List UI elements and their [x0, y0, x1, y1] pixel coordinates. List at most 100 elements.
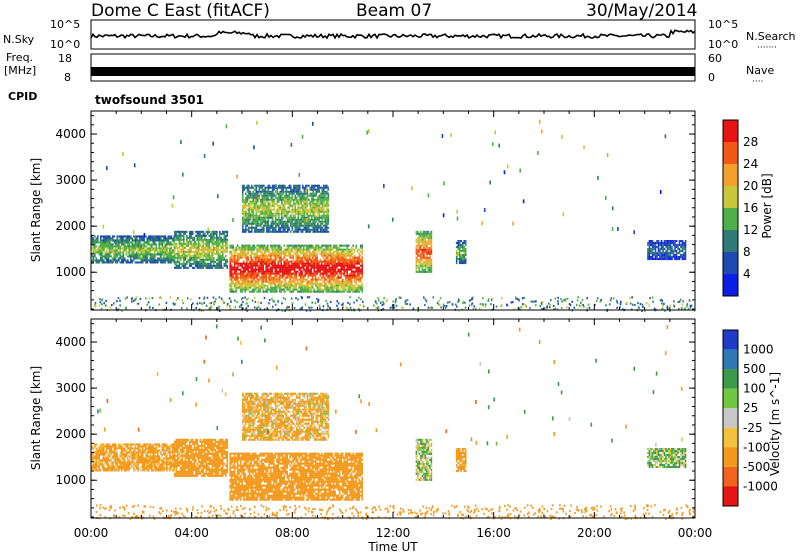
data-cell — [352, 258, 354, 261]
data-cell — [186, 250, 188, 253]
noise-cell — [160, 297, 162, 300]
data-cell — [92, 245, 95, 248]
data-cell — [259, 260, 261, 263]
data-cell — [216, 264, 218, 267]
data-cell — [455, 256, 458, 259]
data-cell — [305, 250, 308, 253]
noise-cell — [619, 303, 622, 306]
data-cell — [217, 240, 220, 243]
data-cell — [353, 266, 356, 269]
data-cell — [296, 218, 298, 221]
data-cell — [296, 264, 299, 267]
data-cell — [323, 278, 326, 281]
data-cell — [207, 242, 209, 245]
data-cell — [463, 250, 465, 253]
data-cell — [290, 266, 293, 269]
data-cell — [298, 250, 300, 253]
data-cell — [323, 266, 326, 269]
data-cell — [272, 246, 275, 249]
data-cell — [423, 268, 425, 271]
data-cell — [213, 258, 215, 261]
data-cell — [654, 254, 657, 257]
data-cell — [254, 214, 256, 217]
data-cell — [338, 262, 341, 265]
data-cell — [267, 202, 270, 205]
data-cell — [326, 184, 328, 187]
data-cell — [311, 276, 314, 279]
data-cell — [322, 284, 324, 287]
data-cell — [311, 204, 313, 207]
data-cell — [161, 261, 164, 264]
noise-cell — [291, 302, 294, 305]
data-cell — [255, 184, 258, 187]
data-cell — [312, 226, 315, 229]
data-cell — [315, 204, 318, 207]
data-cell — [246, 212, 249, 215]
data-cell — [314, 216, 316, 219]
data-cell — [312, 214, 315, 217]
data-cell — [418, 238, 421, 241]
data-cell — [241, 266, 243, 269]
noise-cell — [308, 296, 311, 299]
data-cell — [275, 280, 278, 283]
data-cell — [216, 232, 218, 235]
data-cell — [683, 242, 685, 245]
data-cell — [262, 274, 264, 277]
data-cell — [246, 184, 249, 187]
data-cell — [257, 248, 260, 251]
data-cell — [338, 272, 341, 275]
data-cell — [657, 246, 660, 249]
data-cell — [426, 256, 428, 259]
data-cell — [272, 280, 275, 283]
data-cell — [276, 200, 279, 203]
data-cell — [297, 202, 300, 205]
data-cell — [163, 245, 165, 248]
data-cell — [660, 244, 663, 247]
data-cell — [242, 200, 244, 203]
data-cell — [290, 264, 293, 267]
data-cell — [293, 286, 296, 289]
data-cell — [321, 222, 324, 225]
data-cell — [205, 248, 208, 251]
data-cell — [269, 268, 272, 271]
data-cell — [189, 254, 191, 257]
noise-cell — [245, 308, 247, 311]
data-cell — [272, 194, 274, 197]
data-cell — [305, 290, 308, 293]
data-cell — [128, 239, 131, 242]
noise-cell — [569, 304, 572, 307]
data-cell — [265, 260, 267, 263]
data-cell — [417, 240, 419, 243]
data-cell — [244, 246, 246, 249]
data-cell — [207, 244, 209, 247]
data-cell — [100, 237, 102, 240]
data-cell — [356, 266, 359, 269]
data-cell — [261, 226, 264, 229]
data-cell — [254, 226, 256, 229]
data-cell — [297, 214, 300, 217]
data-cell — [337, 274, 339, 277]
data-cell — [270, 212, 273, 215]
data-cell — [460, 240, 462, 243]
data-cell — [272, 250, 275, 253]
data-cell — [122, 255, 125, 258]
data-cell — [230, 278, 233, 281]
data-cell — [424, 264, 427, 267]
data-cell — [666, 254, 669, 257]
data-cell — [189, 234, 191, 237]
data-cell — [251, 268, 254, 271]
data-cell — [220, 240, 223, 243]
data-cell — [250, 248, 252, 251]
data-cell — [663, 252, 666, 255]
data-cell — [255, 198, 258, 201]
data-cell — [146, 241, 149, 244]
data-cell — [315, 190, 318, 193]
data-cell — [118, 247, 120, 250]
data-cell — [278, 256, 281, 259]
data-cell — [245, 254, 248, 257]
nave-tick-low: 0 — [708, 71, 715, 84]
data-cell — [361, 252, 363, 255]
data-cell — [280, 266, 282, 269]
data-cell — [306, 188, 309, 191]
data-cell — [294, 186, 297, 189]
